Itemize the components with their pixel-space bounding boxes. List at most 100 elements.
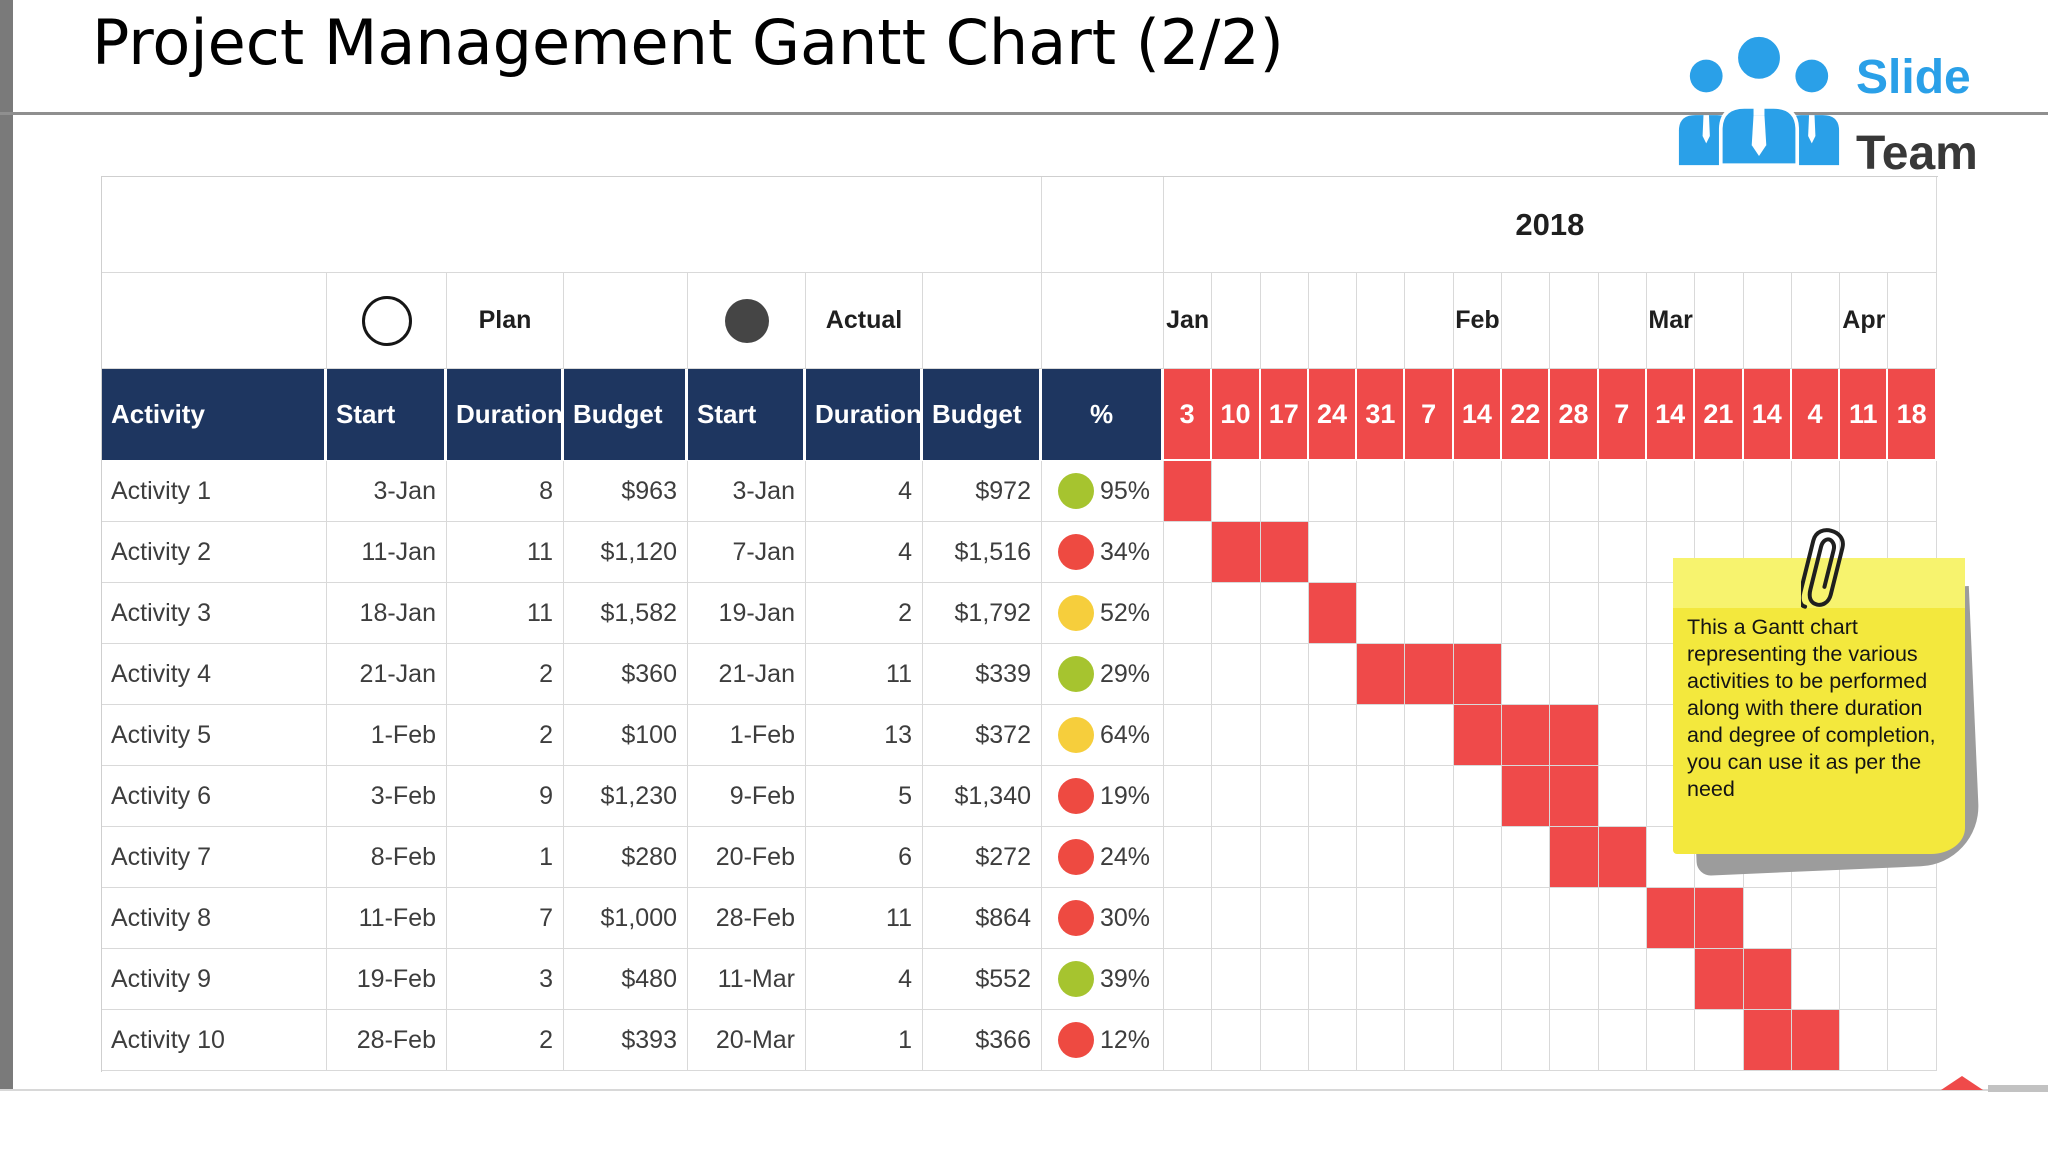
actual-start-cell: 19-Jan [688, 583, 806, 644]
corner-red-triangle [1941, 1076, 1983, 1090]
actual-duration-cell: 13 [806, 705, 923, 766]
gantt-empty-cell [1743, 888, 1792, 949]
legend-blank-activity [102, 273, 327, 369]
gantt-bar-cell [1212, 522, 1261, 583]
gantt-empty-cell [1550, 522, 1599, 583]
month-blank-cell [1260, 273, 1309, 369]
month-blank-cell [1502, 273, 1551, 369]
actual-budget-cell: $1,340 [923, 766, 1042, 827]
gantt-bar-cell [1695, 888, 1744, 949]
gantt-empty-cell [1308, 644, 1358, 705]
gantt-bar-cell [1453, 644, 1503, 705]
gantt-empty-cell [1840, 1010, 1889, 1071]
gantt-bar-cell [1550, 705, 1599, 766]
percent-complete-cell: 95% [1042, 461, 1164, 522]
gantt-empty-cell [1502, 461, 1551, 522]
gantt-empty-cell [1888, 888, 1937, 949]
activity-cell: Activity 3 [102, 583, 327, 644]
month-blank-cell [1888, 273, 1937, 369]
gantt-empty-cell [1212, 888, 1261, 949]
gantt-empty-cell [1260, 766, 1309, 827]
month-blank-cell [1743, 273, 1792, 369]
sticky-note-line: need [1687, 777, 1735, 801]
gantt-empty-cell [1164, 1010, 1213, 1071]
week-date-header: 7 [1598, 369, 1647, 461]
week-date-header: 24 [1308, 369, 1358, 461]
week-date-header: 14 [1453, 369, 1503, 461]
logo-text-slide: Slide [1856, 51, 1971, 104]
gantt-empty-cell [1453, 949, 1503, 1010]
gantt-empty-cell [1405, 1010, 1454, 1071]
gantt-empty-cell [1164, 888, 1213, 949]
plan-legend-label: Plan [447, 273, 564, 369]
gantt-bar-cell [1502, 705, 1551, 766]
plan-duration-cell: 2 [447, 705, 564, 766]
gantt-empty-cell [1405, 827, 1454, 888]
plan-start-cell: 18-Jan [327, 583, 447, 644]
plan-budget-cell: $393 [564, 1010, 688, 1071]
gantt-empty-cell [1260, 583, 1309, 644]
column-header-duration-5: Duration [806, 369, 923, 461]
percent-value: 24% [1099, 842, 1150, 871]
activity-cell: Activity 5 [102, 705, 327, 766]
gantt-empty-cell [1502, 522, 1551, 583]
week-date-header: 3 [1164, 369, 1213, 461]
status-dot-red [1058, 1022, 1094, 1058]
gantt-empty-cell [1164, 522, 1213, 583]
table-top-blank [102, 177, 1042, 273]
percent-value: 29% [1099, 659, 1150, 688]
gantt-empty-cell [1212, 949, 1261, 1010]
actual-marker-cell [688, 273, 806, 369]
month-blank-cell [1357, 273, 1406, 369]
plan-start-cell: 19-Feb [327, 949, 447, 1010]
percent-value: 34% [1099, 537, 1150, 566]
gantt-empty-cell [1550, 888, 1599, 949]
gantt-empty-cell [1840, 888, 1889, 949]
gantt-empty-cell [1357, 583, 1406, 644]
percent-complete-cell: 64% [1042, 705, 1164, 766]
plan-duration-cell: 2 [447, 644, 564, 705]
plan-budget-cell: $280 [564, 827, 688, 888]
status-dot-red [1058, 839, 1094, 875]
gantt-empty-cell [1791, 888, 1841, 949]
plan-start-cell: 8-Feb [327, 827, 447, 888]
column-header-activity-0: Activity [102, 369, 327, 461]
sticky-note-body: This a Gantt chart representing the vario… [1673, 558, 1965, 854]
week-date-header: 28 [1550, 369, 1599, 461]
week-date-header: 7 [1405, 369, 1454, 461]
percent-value: 95% [1099, 476, 1150, 505]
gantt-empty-cell [1453, 827, 1503, 888]
gantt-empty-cell [1308, 1010, 1358, 1071]
gantt-empty-cell [1502, 583, 1551, 644]
actual-budget-cell: $366 [923, 1010, 1042, 1071]
gantt-empty-cell [1357, 522, 1406, 583]
gantt-empty-cell [1453, 522, 1503, 583]
sticky-note-line: activities to be performed [1687, 669, 1928, 693]
week-date-header: 31 [1357, 369, 1406, 461]
sticky-note-top-band [1673, 558, 1965, 608]
plan-start-cell: 3-Feb [327, 766, 447, 827]
gantt-empty-cell [1405, 522, 1454, 583]
status-dot-green [1058, 473, 1094, 509]
percent-complete-cell: 24% [1042, 827, 1164, 888]
month-blank-cell [1550, 273, 1599, 369]
gantt-empty-cell [1453, 888, 1503, 949]
column-header-start-1: Start [327, 369, 447, 461]
gantt-empty-cell [1453, 461, 1503, 522]
logo-text-team: Team [1856, 127, 1978, 180]
week-date-header: 14 [1743, 369, 1792, 461]
column-header-budget-6: Budget [923, 369, 1042, 461]
gantt-empty-cell [1840, 949, 1889, 1010]
plan-start-cell: 11-Feb [327, 888, 447, 949]
slide-bottom-line [0, 1089, 2048, 1091]
gantt-empty-cell [1550, 644, 1599, 705]
gantt-empty-cell [1212, 461, 1261, 522]
gantt-empty-cell [1212, 705, 1261, 766]
status-dot-red [1058, 900, 1094, 936]
gantt-bar-cell [1598, 827, 1647, 888]
gantt-empty-cell [1212, 766, 1261, 827]
gantt-bar-cell [1743, 949, 1792, 1010]
slide-bottom-line-right-segment [1988, 1085, 2048, 1092]
gantt-empty-cell [1791, 461, 1841, 522]
